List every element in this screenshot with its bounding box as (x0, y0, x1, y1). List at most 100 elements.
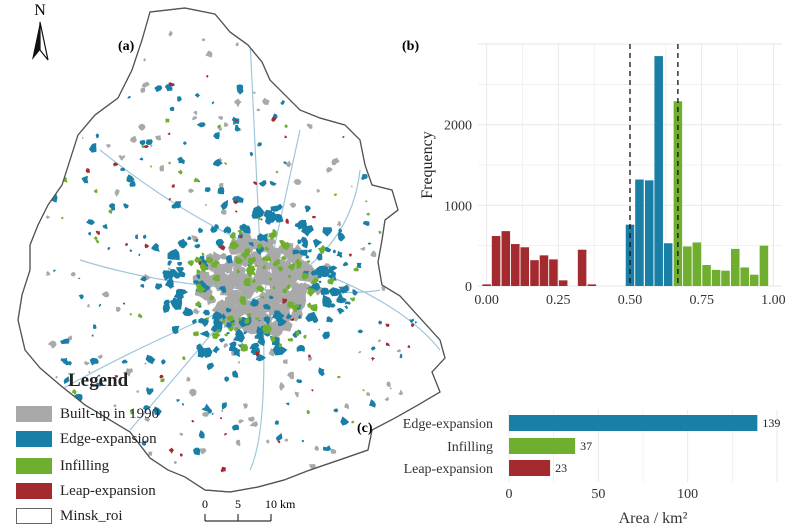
built-up-patch (220, 209, 227, 215)
built-up-patch (218, 127, 223, 131)
x-tick-label: 0.25 (546, 293, 571, 308)
edge-expansion-patch (324, 246, 332, 253)
y-axis-label: Frequency (419, 131, 436, 199)
built-up-patch (359, 45, 366, 55)
histogram-bar (749, 274, 759, 286)
histogram-bar (673, 101, 683, 286)
data-label: 37 (580, 439, 592, 453)
legend-swatch (16, 431, 52, 447)
x-tick-label: 0.00 (474, 293, 499, 308)
edge-expansion-patch (167, 248, 180, 261)
infilling-patch (168, 161, 171, 165)
edge-expansion-patch (330, 99, 336, 106)
infilling-patch (89, 108, 96, 114)
edge-expansion-patch (126, 174, 135, 183)
built-up-patch (43, 88, 47, 91)
built-up-patch (238, 266, 246, 275)
legend-label: Leap-expansion (60, 482, 156, 499)
edge-expansion-patch (272, 113, 278, 119)
infilling-patch (257, 217, 261, 221)
infilling-patch (196, 269, 201, 275)
built-up-patch (101, 291, 110, 298)
built-up-patch (286, 291, 293, 301)
edge-expansion-patch (334, 101, 339, 105)
built-up-patch (396, 98, 399, 101)
edge-expansion-patch (407, 157, 410, 160)
infilling-patch (264, 255, 272, 263)
edge-expansion-patch (305, 255, 310, 259)
leap-expansion-patch (168, 82, 175, 87)
edge-expansion-patch (88, 231, 91, 236)
leap-expansion-patch (168, 447, 174, 454)
infilling-patch (60, 216, 64, 220)
built-up-patch (94, 65, 101, 69)
infilling-patch (288, 274, 292, 279)
built-up-patch (294, 391, 300, 398)
x-tick-label: 0.50 (618, 293, 643, 308)
infilling-patch (272, 258, 280, 267)
leap-expansion-patch (114, 459, 118, 462)
edge-expansion-patch (176, 398, 180, 402)
infilling-patch (201, 252, 205, 256)
edge-expansion-patch (95, 133, 100, 139)
built-up-patch (416, 245, 420, 248)
built-up-patch (289, 202, 297, 208)
edge-expansion-patch (250, 298, 259, 307)
built-up-patch (87, 65, 93, 71)
infilling-patch (351, 420, 355, 424)
edge-expansion-patch (410, 105, 414, 108)
leap-expansion-patch (385, 342, 391, 347)
built-up-patch (129, 135, 137, 143)
infilling-patch (82, 137, 84, 139)
histogram-bar (587, 284, 597, 286)
infilling-patch (317, 244, 326, 254)
north-letter: N (34, 2, 46, 19)
infilling-patch (254, 317, 260, 320)
edge-expansion-patch (175, 288, 188, 298)
edge-expansion-patch (142, 234, 147, 239)
edge-expansion-patch (204, 187, 211, 193)
infilling-patch (224, 333, 228, 337)
edge-expansion-patch (181, 403, 184, 406)
edge-expansion-patch (177, 156, 185, 165)
leap-expansion-patch (168, 198, 171, 201)
edge-expansion-patch (108, 203, 116, 211)
edge-expansion-patch (414, 321, 418, 324)
infilling-patch (301, 273, 309, 280)
built-up-patch (64, 88, 69, 92)
edge-expansion-patch (169, 106, 175, 112)
histogram-bar (711, 269, 721, 286)
edge-expansion-patch (221, 402, 227, 410)
edge-expansion-patch (280, 100, 285, 106)
edge-expansion-patch (249, 151, 254, 157)
infilling-patch (240, 343, 248, 352)
infilling-patch (278, 343, 283, 348)
leap-expansion-patch (144, 145, 149, 149)
edge-expansion-patch (161, 359, 166, 365)
infilling-patch (144, 362, 147, 365)
infilling-patch (260, 296, 265, 299)
built-up-patch (359, 246, 366, 251)
x-axis-label: Area / km² (619, 510, 688, 527)
edge-expansion-patch (258, 180, 267, 187)
built-up-patch (279, 381, 285, 391)
leap-expansion-patch (391, 87, 397, 93)
edge-expansion-patch (211, 412, 214, 415)
built-up-patch (205, 50, 213, 58)
built-up-patch (235, 439, 241, 447)
edge-expansion-patch (225, 321, 233, 329)
edge-expansion-patch (378, 320, 382, 325)
infilling-patch (333, 193, 338, 196)
histogram-bar (721, 270, 730, 286)
built-up-patch (168, 30, 173, 37)
built-up-patch (282, 359, 288, 364)
infilling-patch (160, 378, 165, 383)
leap-expansion-patch (125, 243, 129, 247)
edge-expansion-patch (217, 316, 222, 320)
edge-expansion-patch (316, 253, 323, 261)
infilling-patch (199, 262, 208, 273)
edge-expansion-patch (369, 399, 376, 408)
histogram-bar (692, 242, 702, 286)
infilling-patch (361, 389, 365, 392)
